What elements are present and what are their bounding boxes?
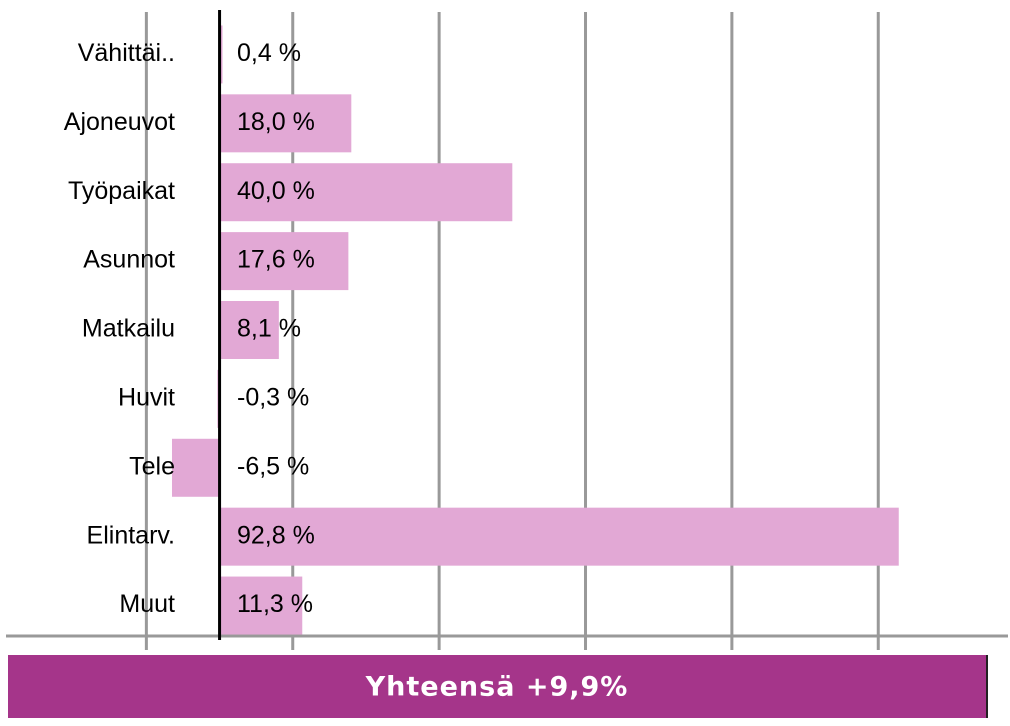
value-label: -6,5 %: [237, 452, 309, 480]
bar: [219, 94, 352, 153]
value-label: 40,0 %: [237, 177, 315, 205]
value-label: 18,0 %: [237, 108, 315, 136]
bar: [219, 507, 899, 566]
value-label: 92,8 %: [237, 521, 315, 549]
value-label: 8,1 %: [237, 315, 301, 343]
bar: [219, 232, 349, 291]
category-label: Elintarv.: [87, 521, 175, 549]
category-label: Työpaikat: [68, 177, 175, 205]
category-label: Tele: [129, 452, 175, 480]
category-label: Huvit: [118, 383, 175, 411]
footer-box: [8, 655, 987, 718]
category-label: Muut: [119, 590, 175, 618]
bar: [219, 301, 279, 359]
category-label: Asunnot: [83, 246, 175, 274]
footer-text: Yhteensä +9,9%: [365, 672, 629, 703]
value-label: -0,3 %: [237, 383, 309, 411]
bar: [219, 163, 513, 222]
value-label: 11,3 %: [237, 590, 313, 618]
bar: [171, 438, 220, 497]
bar: [219, 576, 303, 635]
category-label: Vähittäi..: [78, 39, 175, 67]
category-label: Ajoneuvot: [64, 108, 175, 136]
value-label: 17,6 %: [237, 246, 315, 274]
category-label: Matkailu: [82, 315, 175, 343]
value-label: 0,4 %: [237, 39, 301, 67]
